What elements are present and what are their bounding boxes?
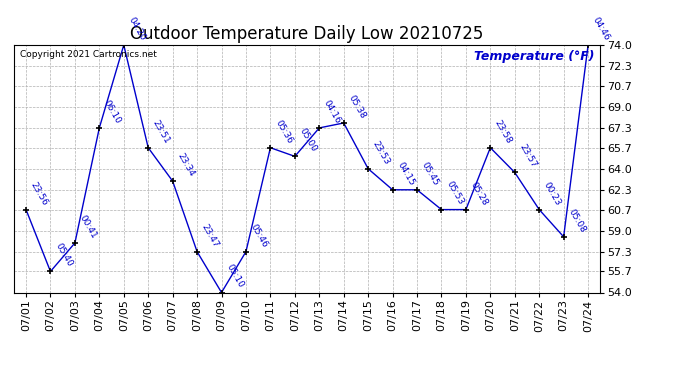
Text: 05:38: 05:38 <box>346 93 367 120</box>
Text: 23:34: 23:34 <box>175 152 196 178</box>
Text: Temperature (°F): Temperature (°F) <box>474 50 594 63</box>
Text: 05:46: 05:46 <box>248 222 269 249</box>
Text: 05:08: 05:08 <box>566 207 587 234</box>
Text: 23:58: 23:58 <box>493 118 514 145</box>
Text: 05:36: 05:36 <box>273 118 294 145</box>
Text: 05:00: 05:00 <box>297 127 318 154</box>
Text: 04:46: 04:46 <box>591 15 611 42</box>
Text: 05:10: 05:10 <box>224 263 245 290</box>
Text: 05:28: 05:28 <box>469 180 489 207</box>
Text: 00:41: 00:41 <box>78 213 99 240</box>
Text: 23:47: 23:47 <box>200 222 221 249</box>
Text: 04:15: 04:15 <box>395 160 416 187</box>
Text: 23:57: 23:57 <box>518 143 538 170</box>
Text: 05:40: 05:40 <box>53 242 74 268</box>
Text: 23:53: 23:53 <box>371 139 392 166</box>
Text: 06:10: 06:10 <box>102 98 123 125</box>
Text: 23:51: 23:51 <box>151 118 172 145</box>
Text: 00:23: 00:23 <box>542 180 562 207</box>
Text: 05:45: 05:45 <box>420 160 440 187</box>
Text: 04:16: 04:16 <box>322 98 343 125</box>
Text: 04:20: 04:20 <box>126 15 147 42</box>
Title: Outdoor Temperature Daily Low 20210725: Outdoor Temperature Daily Low 20210725 <box>130 26 484 44</box>
Text: 23:56: 23:56 <box>29 180 50 207</box>
Text: Copyright 2021 Cartronics.net: Copyright 2021 Cartronics.net <box>19 50 157 59</box>
Text: 05:53: 05:53 <box>444 180 465 207</box>
